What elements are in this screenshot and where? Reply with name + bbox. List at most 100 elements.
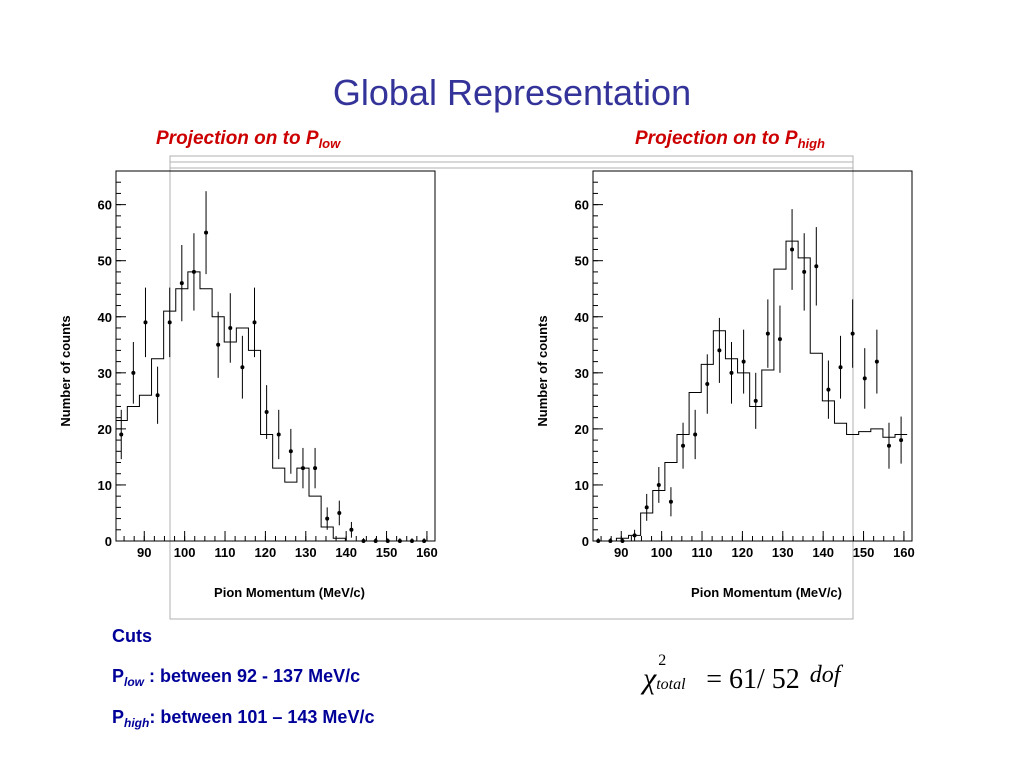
plot-frame [592, 170, 913, 542]
y-tick-label: 60 [575, 198, 589, 213]
data-point [143, 320, 148, 325]
y-axis-label: Number of counts [535, 315, 550, 426]
data-point [814, 264, 819, 269]
data-point [620, 539, 625, 543]
x-tick-label: 130 [295, 545, 317, 560]
data-point [753, 398, 758, 403]
y-tick-label: 50 [98, 254, 112, 269]
data-point [349, 527, 354, 532]
data-point [264, 410, 269, 415]
data-point [300, 466, 305, 471]
data-point [119, 432, 124, 437]
data-point [668, 499, 673, 504]
data-point [838, 365, 843, 370]
cuts-high-sub: high [124, 716, 150, 730]
data-point [632, 533, 637, 538]
x-tick-label: 100 [651, 545, 673, 560]
data-point [397, 539, 402, 543]
x-tick-label: 140 [335, 545, 357, 560]
chi-sub: total [656, 676, 686, 693]
data-point [741, 359, 746, 364]
y-tick-label: 30 [98, 366, 112, 381]
data-point [862, 376, 867, 381]
x-tick-label: 90 [137, 545, 151, 560]
y-axis-label: Number of counts [58, 315, 73, 426]
page-title: Global Representation [332, 72, 692, 113]
data-point [729, 370, 734, 375]
chi-value: = 61/ 52 [706, 664, 800, 695]
x-tick-label: 160 [416, 545, 438, 560]
y-tick-label: 50 [575, 254, 589, 269]
x-tick-label: 100 [174, 545, 196, 560]
x-tick-label: 90 [614, 545, 628, 560]
cuts-heading: Cuts [112, 626, 152, 646]
y-tick-label: 40 [98, 310, 112, 325]
y-tick-label: 0 [105, 534, 112, 549]
data-point [276, 432, 281, 437]
x-tick-label: 110 [215, 545, 236, 560]
chi-sup: 2 [658, 652, 667, 669]
data-point [802, 269, 807, 274]
data-point [656, 482, 661, 487]
x-axis-label: Pion Momentum (MeV/c) [691, 585, 842, 600]
x-tick-label: 150 [376, 545, 398, 560]
x-tick-label: 140 [812, 545, 834, 560]
x-tick-label: 110 [692, 545, 713, 560]
histogram-high: 0 10 20 30 40 50 60 90 100 110 120 130 140 150 160 Pion… [535, 170, 915, 600]
y-tick-label: 60 [98, 198, 112, 213]
histogram-low: 0 10 20 30 40 50 60 90 100 110 120 130 140 150 160 Pion… [58, 170, 438, 600]
data-point [681, 443, 686, 448]
data-point [216, 342, 221, 347]
cuts-high: Phigh: between 101 – 143 MeV/c [112, 707, 374, 730]
x-tick-label: 160 [893, 545, 915, 560]
data-point [790, 247, 795, 252]
x-tick-label: 130 [772, 545, 794, 560]
y-tick-label: 10 [575, 478, 589, 493]
subhead-high-text: Projection on to P [635, 128, 798, 149]
x-tick-label: 150 [853, 545, 875, 560]
data-point [361, 539, 366, 543]
subhead-high-sub: high [797, 136, 825, 151]
subhead-high: Projection on to Phigh [635, 128, 825, 151]
y-tick-label: 0 [582, 534, 589, 549]
data-point [204, 230, 209, 235]
data-point [240, 365, 245, 370]
data-point [826, 387, 831, 392]
data-point [422, 539, 427, 543]
x-axis-label: Pion Momentum (MeV/c) [214, 585, 365, 600]
y-tick-label: 40 [575, 310, 589, 325]
overlay-frame [169, 155, 854, 620]
data-point [874, 359, 879, 364]
data-point [644, 505, 649, 510]
y-tick-label: 20 [575, 422, 589, 437]
cuts-low-sub: low [124, 675, 145, 689]
data-point [409, 539, 414, 543]
cuts-low-p: P [112, 666, 125, 686]
cuts-high-p: P [112, 707, 125, 727]
cuts-low: Plow : between 92 - 137 MeV/c [112, 666, 360, 689]
chi-dof: dof [809, 662, 841, 688]
data-point [313, 466, 318, 471]
data-point [596, 539, 601, 543]
cuts-high-text: : between 101 – 143 MeV/c [149, 707, 375, 727]
mc-histogram-line [593, 240, 908, 542]
data-point [325, 516, 330, 521]
chi2-formula: χ 2 total = 61/ 52 dof [643, 652, 841, 696]
data-point [228, 325, 233, 330]
data-point [850, 331, 855, 336]
data-point [717, 348, 722, 353]
data-point [899, 438, 904, 443]
subhead-low-sub: low [318, 136, 341, 151]
subhead-low: Projection on to Plow [156, 128, 340, 151]
data-point [252, 320, 257, 325]
y-tick-label: 30 [575, 366, 589, 381]
data-point [131, 370, 136, 375]
x-tick-label: 120 [732, 545, 754, 560]
data-point [765, 331, 770, 336]
data-point [777, 337, 782, 342]
data-point [337, 510, 342, 515]
data-point [693, 432, 698, 437]
data-point [191, 269, 196, 274]
data-point [373, 539, 378, 543]
